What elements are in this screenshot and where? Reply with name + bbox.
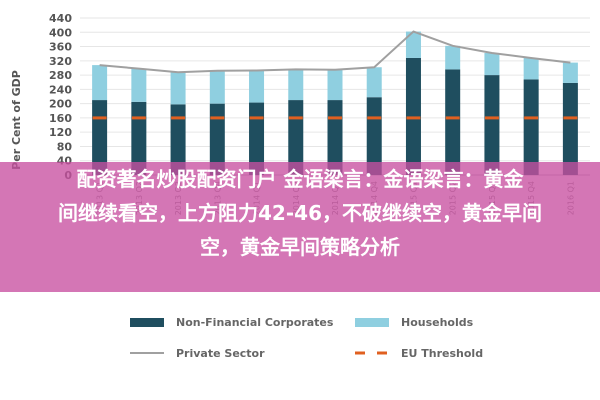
bar-households — [249, 70, 265, 103]
legend: Non-Financial Corporates Households Privat… — [130, 316, 483, 360]
bar-non-financial-corporates — [131, 101, 147, 175]
legend-label-private-sector: Private Sector — [176, 347, 265, 360]
bar-households — [327, 69, 343, 101]
private-sector-series-line — [99, 30, 571, 74]
y-tick-label: 440 — [49, 12, 72, 25]
bar-non-financial-corporates — [484, 75, 500, 175]
legend-label-eu-threshold: EU Threshold — [401, 347, 483, 360]
bar-households — [523, 57, 539, 80]
y-tick-label: 80 — [57, 140, 73, 153]
bar-non-financial-corporates — [562, 82, 578, 175]
y-tick-label: 200 — [49, 98, 72, 111]
overlay-line-1: 配资著名炒股配资门户 金语梁言：金语梁言：黄金 — [76, 167, 524, 191]
y-axis-ticks: 04080120160200240280320360400440 — [49, 12, 72, 182]
bar-non-financial-corporates — [209, 103, 225, 175]
y-axis-label: Per Cent of GDP — [10, 70, 23, 170]
y-tick-label: 120 — [49, 126, 72, 139]
y-tick-label: 360 — [49, 41, 72, 54]
legend-label-non-financial-corporates: Non-Financial Corporates — [176, 316, 334, 329]
bar-households — [484, 52, 500, 76]
bar-non-financial-corporates — [523, 79, 539, 175]
bar-households — [209, 70, 225, 104]
bar-households — [562, 62, 578, 83]
bar-households — [405, 31, 421, 58]
overlay-line-2: 间继续看空，上方阻力42-46，不破继续空，黄金早间 — [58, 201, 542, 225]
bar-households — [170, 72, 186, 105]
bar-non-financial-corporates — [445, 69, 461, 175]
legend-label-households: Households — [401, 316, 474, 329]
bar-non-financial-corporates — [249, 102, 265, 175]
bar-households — [445, 45, 461, 70]
y-tick-label: 160 — [49, 112, 72, 125]
headline-overlay: 配资著名炒股配资门户 金语梁言：金语梁言：黄金 间继续看空，上方阻力42-46，… — [0, 162, 600, 292]
y-tick-label: 320 — [49, 55, 72, 68]
bar-households — [92, 65, 108, 101]
y-tick-label: 240 — [49, 83, 72, 96]
bar-non-financial-corporates — [170, 104, 186, 175]
y-tick-label: 280 — [49, 69, 72, 82]
bar-households — [366, 67, 382, 98]
legend-swatch-households — [355, 318, 389, 327]
overlay-line-3: 空，黄金早间策略分析 — [200, 235, 400, 259]
bar-households — [288, 69, 304, 101]
legend-swatch-non-financial-corporates — [130, 318, 164, 327]
private-sector-line — [99, 30, 571, 74]
bar-households — [131, 68, 147, 102]
y-tick-label: 400 — [49, 26, 72, 39]
